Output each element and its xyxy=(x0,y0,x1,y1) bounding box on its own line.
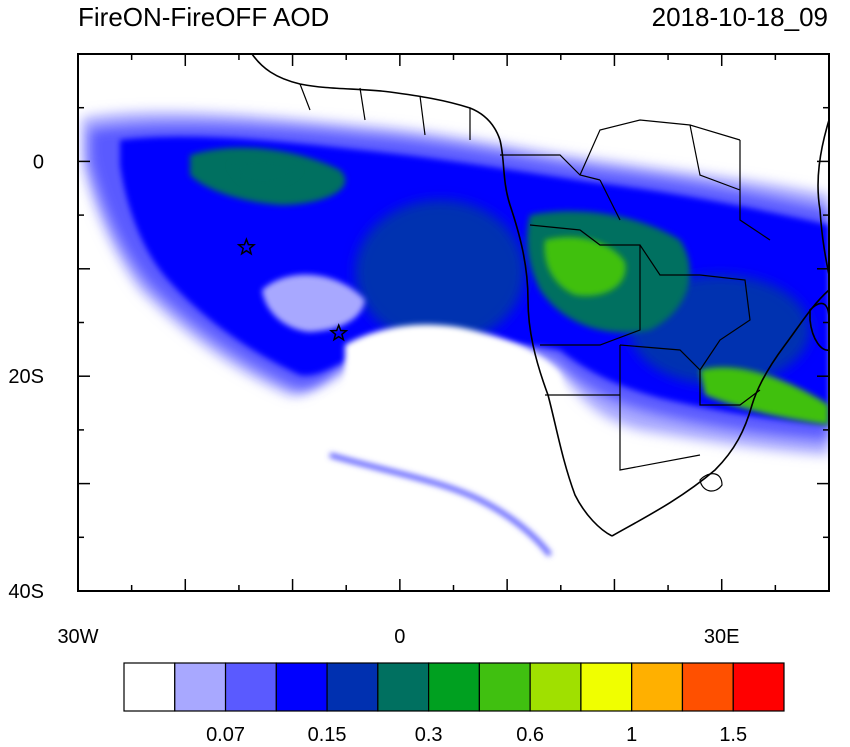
colorbar: 0.07 0.15 0.3 0.6 1 1.5 xyxy=(123,662,785,746)
map-title: FireON-FireOFF AOD xyxy=(78,2,330,32)
aod-clean-wedge xyxy=(345,324,575,570)
colorbar-swatch xyxy=(681,662,734,712)
colorbar-swatch xyxy=(174,662,227,712)
colorbar-swatch xyxy=(428,662,480,712)
colorbar-swatch xyxy=(529,662,582,712)
colorbar-swatch xyxy=(631,662,684,712)
star-marker-2 xyxy=(329,323,349,342)
star-markers xyxy=(236,237,349,342)
aod-patch-navy-1 xyxy=(355,200,525,344)
madagascar-outline xyxy=(809,302,829,351)
africa-south-east-coast xyxy=(611,289,829,537)
colorbar-swatch xyxy=(377,662,430,712)
x-tick-label: 30E xyxy=(704,626,740,648)
colorbar-swatch xyxy=(580,662,633,712)
colorbar-swatch xyxy=(478,662,531,712)
y-tick-label: 0 xyxy=(33,151,44,173)
coastlines xyxy=(251,54,829,537)
colorbar-swatch xyxy=(123,662,176,712)
aod-field xyxy=(82,111,829,570)
colorbar-swatch xyxy=(732,662,785,712)
east-africa-coast xyxy=(817,119,829,276)
colorbar-label: 1.5 xyxy=(719,724,747,746)
axis-ticks xyxy=(77,53,830,592)
aod-streak-south xyxy=(329,452,552,557)
colorbar-swatch xyxy=(326,662,379,712)
colorbar-swatch xyxy=(275,662,328,712)
star-marker-1 xyxy=(236,237,256,256)
x-tick-label: 0 xyxy=(394,626,405,648)
colorbar-label: 0.3 xyxy=(415,724,443,746)
country-borders xyxy=(299,83,771,471)
colorbar-label: 1 xyxy=(626,724,637,746)
africa-southwest-coast xyxy=(499,139,613,537)
aod-patch-green-4 xyxy=(700,367,829,425)
aod-patch-green-3 xyxy=(544,236,626,296)
y-tick-label: 20S xyxy=(8,366,44,388)
colorbar-label: 0.6 xyxy=(516,724,544,746)
colorbar-swatch xyxy=(224,662,277,712)
aod-patch-green-5 xyxy=(230,158,300,185)
map-timestamp: 2018-10-18_09 xyxy=(651,2,828,32)
axis-tick-labels: 30W 0 30E 0 20S 40S xyxy=(8,151,739,648)
x-tick-label: 30W xyxy=(57,626,98,648)
y-tick-label: 40S xyxy=(8,581,44,603)
colorbar-label: 0.07 xyxy=(206,724,245,746)
colorbar-label: 0.15 xyxy=(308,724,347,746)
aod-hole-inner xyxy=(262,274,365,332)
west-africa-coast xyxy=(251,54,501,141)
lesotho-border xyxy=(699,473,723,492)
